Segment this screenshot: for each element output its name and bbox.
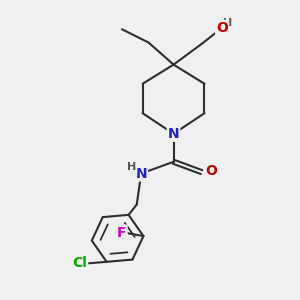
Text: O: O bbox=[216, 21, 228, 35]
Text: H: H bbox=[127, 162, 136, 172]
Text: O: O bbox=[205, 164, 217, 178]
Text: Cl: Cl bbox=[72, 256, 87, 270]
Text: H: H bbox=[223, 17, 232, 28]
Text: N: N bbox=[168, 127, 179, 141]
Text: F: F bbox=[117, 226, 127, 239]
Text: N: N bbox=[135, 167, 147, 181]
